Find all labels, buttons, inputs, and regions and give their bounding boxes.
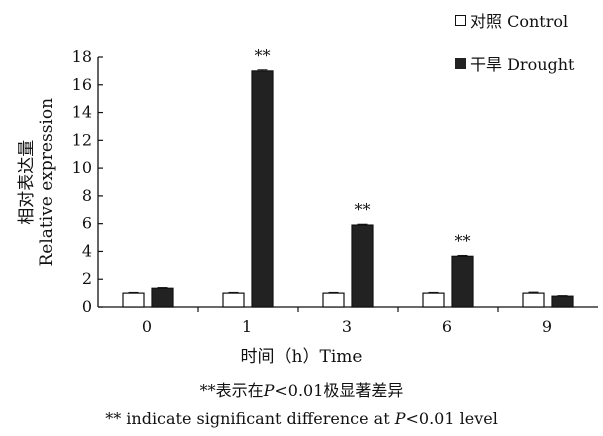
y-tick-label: 10 <box>72 158 92 177</box>
x-tick-label: 3 <box>342 317 352 336</box>
bar-control-1 <box>222 292 245 308</box>
legend-label-drought: 干旱 Drought <box>470 55 575 74</box>
legend-swatch-drought <box>455 57 466 69</box>
bar-control-6 <box>422 292 445 308</box>
bar-drought-3 <box>351 224 374 308</box>
bar-drought-0 <box>151 287 174 308</box>
significance-annotations: ** ** ** <box>255 46 471 251</box>
y-tick-label: 18 <box>72 47 92 66</box>
y-tick-label: 16 <box>72 75 92 94</box>
bars <box>122 69 574 308</box>
x-tick-label: 1 <box>242 317 252 336</box>
significance-marker: ** <box>455 231 471 250</box>
x-tick-label: 6 <box>442 317 452 336</box>
y-tick-label: 4 <box>82 241 92 260</box>
legend-swatch-control <box>455 14 466 26</box>
bar-control-0 <box>122 292 145 308</box>
footnote-en: ** indicate significant difference at P<… <box>105 409 498 428</box>
y-tick-label: 12 <box>72 130 92 149</box>
bar-drought-6 <box>451 255 474 308</box>
bar-drought-9 <box>551 295 574 308</box>
axes <box>97 56 598 312</box>
legend-label-control: 对照 Control <box>470 12 569 31</box>
tick-labels: 0 2 4 6 8 10 12 14 16 18 0 1 3 6 9 <box>72 47 552 336</box>
footnote-cn: **表示在P<0.01极显著差异 <box>199 381 404 400</box>
significance-marker: ** <box>255 46 271 65</box>
y-axis-title-en: Relative expression <box>37 97 57 267</box>
y-axis-title-cn: 相对表达量 <box>17 139 37 225</box>
x-tick-label: 9 <box>542 317 552 336</box>
bar-drought-1 <box>251 70 274 308</box>
x-tick-label: 0 <box>142 317 152 336</box>
y-tick-label: 14 <box>72 103 92 122</box>
significance-marker: ** <box>355 200 371 219</box>
y-tick-label: 8 <box>82 186 92 205</box>
y-tick-label: 0 <box>82 297 92 316</box>
y-axis-title: 相对表达量 Relative expression <box>17 98 57 267</box>
x-axis-title: 时间（h）Time <box>240 347 363 367</box>
y-tick-label: 2 <box>82 269 92 288</box>
legend-item-control: 对照 Control <box>455 8 568 32</box>
bar-control-3 <box>322 292 345 308</box>
y-tick-label: 6 <box>82 214 92 233</box>
legend-item-drought: 干旱 Drought <box>455 51 574 75</box>
bar-control-9 <box>522 292 545 308</box>
